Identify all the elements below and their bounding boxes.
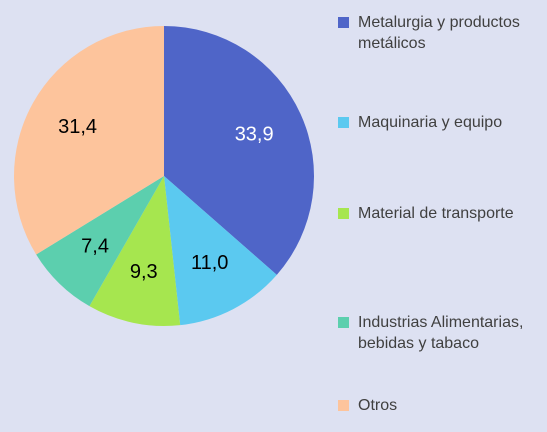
legend-label: Metalurgia y productos metálicos <box>358 14 520 52</box>
legend-item: Material de transporte <box>338 203 543 224</box>
data-label: 31,4 <box>58 116 97 138</box>
legend-label: Otros <box>358 397 398 414</box>
legend-item: Metalurgia y productos metálicos <box>338 12 543 54</box>
data-label: 33,9 <box>235 123 274 145</box>
legend-item: Maquinaria y equipo <box>338 112 543 133</box>
legend-item: Otros <box>338 395 543 416</box>
pie-slice <box>36 176 164 307</box>
data-label: 11,0 <box>191 252 228 274</box>
legend-swatch <box>338 17 349 28</box>
pie-slice <box>13 25 164 255</box>
legend-swatch <box>338 317 349 328</box>
legend-label: Material de transporte <box>358 205 514 222</box>
pie-slice <box>89 176 181 327</box>
legend-swatch <box>338 117 349 128</box>
data-label: 7,4 <box>81 235 109 257</box>
data-label: 9,3 <box>130 261 158 283</box>
chart: 33,9 11,0 9,3 7,4 31,4 <box>13 25 315 327</box>
pie-slice <box>164 176 277 326</box>
legend-swatch <box>338 400 349 411</box>
pie-slice <box>164 26 315 275</box>
legend-swatch <box>338 208 349 219</box>
legend-label: Maquinaria y equipo <box>358 114 503 131</box>
legend-label: Industrias Alimentarias, bebidas y tabac… <box>358 314 524 352</box>
legend-item: Industrias Alimentarias, bebidas y tabac… <box>338 312 543 354</box>
